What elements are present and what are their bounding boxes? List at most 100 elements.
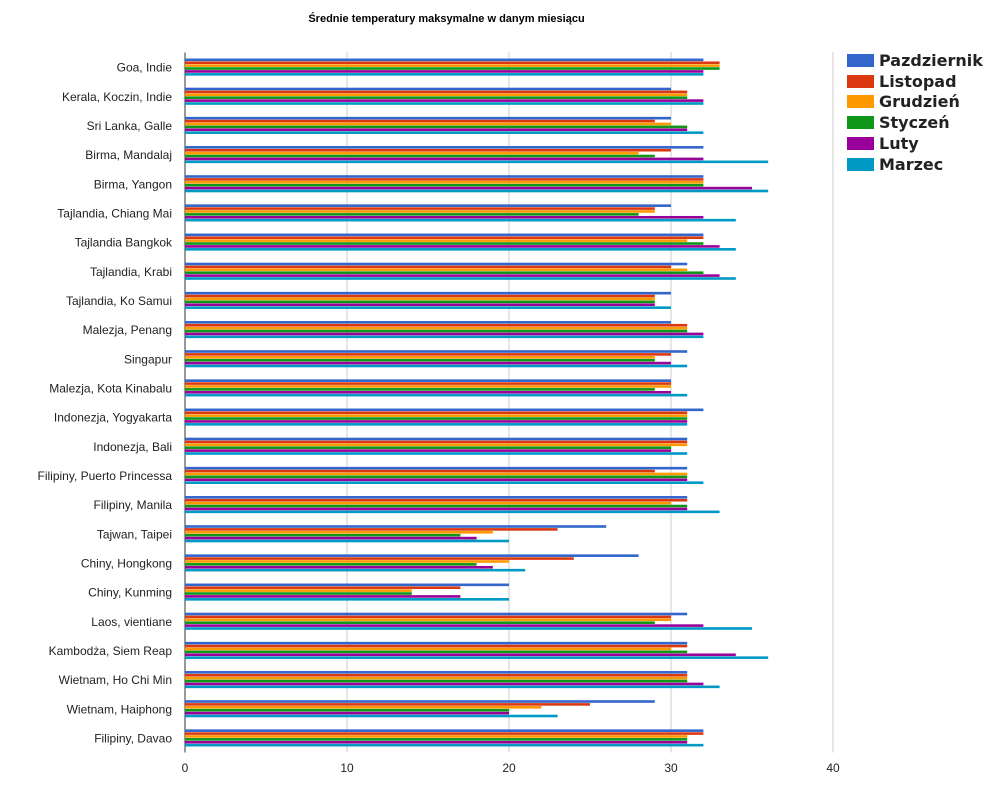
bar-listopad (185, 265, 671, 269)
bar-luty (185, 740, 688, 744)
bar-luty (185, 507, 688, 511)
category-label: Laos, vientiane (91, 615, 172, 629)
bar-pazdziernik (185, 116, 671, 120)
bar-styczeń (185, 96, 688, 99)
bar-marzec (185, 481, 704, 484)
bar-listopad (185, 703, 590, 706)
x-tick-label: 40 (826, 761, 840, 775)
bar-grudzień (185, 472, 688, 476)
bar-luty (185, 595, 461, 598)
bar-marzec (185, 160, 769, 164)
bar-listopad (185, 440, 688, 444)
bar-grudzień (185, 735, 688, 738)
category-label: Sri Lanka, Galle (87, 119, 173, 133)
bar-luty (185, 303, 655, 307)
bar-pazdziernik (185, 583, 509, 587)
bar-listopad (185, 557, 574, 560)
category-label: Birma, Yangon (94, 177, 172, 191)
legend-item: Grudzień (847, 92, 983, 113)
bar-pazdziernik (185, 87, 671, 91)
bar-pazdziernik (185, 58, 704, 62)
bar-styczeń (185, 242, 704, 245)
legend-swatch (847, 95, 874, 109)
bar-grudzień (185, 210, 655, 213)
bar-pazdziernik (185, 729, 704, 732)
bar-marzec (185, 306, 671, 309)
category-label: Chiny, Hongkong (81, 556, 172, 570)
bar-marzec (185, 539, 509, 543)
bar-listopad (185, 353, 671, 356)
bar-listopad (185, 61, 720, 65)
legend-item: Marzec (847, 154, 983, 175)
bar-marzec (185, 743, 704, 747)
bar-listopad (185, 90, 688, 94)
bar-pazdziernik (185, 437, 688, 441)
bar-marzec (185, 452, 688, 455)
category-label: Malezja, Penang (83, 323, 172, 337)
bar-listopad (185, 148, 671, 152)
chart-title: Średnie temperatury maksymalne w danym m… (308, 13, 585, 25)
bar-listopad (185, 586, 461, 590)
legend-label: Marzec (879, 154, 944, 174)
legend-swatch (847, 116, 874, 130)
category-label: Filipiny, Puerto Princessa (38, 469, 173, 483)
legend-item: Listopad (847, 71, 983, 92)
bar-styczeń (185, 679, 688, 683)
bar-listopad (185, 382, 671, 385)
bar-pazdziernik (185, 175, 704, 178)
category-label: Filipiny, Davao (94, 731, 172, 745)
category-label: Birma, Mandalaj (85, 148, 172, 162)
legend-label: Styczeń (879, 113, 950, 133)
bar-marzec (185, 510, 720, 514)
bar-listopad (185, 673, 688, 677)
bar-listopad (185, 178, 704, 181)
category-label: Tajlandia, Ko Samui (66, 294, 172, 308)
bar-grudzień (185, 589, 412, 592)
category-label: Malezja, Kota Kinabalu (49, 381, 172, 395)
category-label: Tajwan, Taipei (97, 527, 172, 541)
bar-luty (185, 274, 720, 277)
bar-pazdziernik (185, 700, 655, 703)
bar-styczeń (185, 563, 477, 566)
x-tick-label: 30 (664, 761, 678, 775)
category-label: Filipiny, Manila (94, 498, 173, 512)
legend-swatch (847, 137, 874, 151)
bar-luty (185, 186, 752, 190)
bar-styczeń (185, 388, 655, 391)
bar-grudzień (185, 268, 688, 272)
bar-pazdziernik (185, 496, 688, 499)
bar-grudzień (185, 706, 542, 709)
bar-marzec (185, 423, 688, 426)
bar-listopad (185, 236, 704, 240)
bar-styczeń (185, 125, 688, 129)
bar-grudzień (185, 297, 655, 301)
bar-listopad (185, 498, 688, 502)
bar-marzec (185, 131, 704, 134)
legend-label: Pazdziernik (879, 50, 983, 70)
bar-grudzień (185, 151, 639, 155)
bar-pazdziernik (185, 612, 688, 616)
category-label: Singapur (124, 352, 172, 366)
bar-grudzień (185, 385, 671, 388)
bar-marzec (185, 656, 769, 659)
bar-pazdziernik (185, 408, 704, 412)
bar-marzec (185, 393, 688, 397)
bar-styczeń (185, 738, 688, 741)
bar-marzec (185, 714, 558, 718)
bar-listopad (185, 732, 704, 735)
bar-pazdziernik (185, 525, 607, 528)
bar-luty (185, 711, 509, 715)
bar-styczeń (185, 329, 688, 333)
category-label: Tajlandia Bangkok (75, 236, 173, 250)
bar-grudzień (185, 647, 671, 651)
bar-grudzień (185, 676, 688, 680)
bar-listopad (185, 207, 655, 210)
bar-marzec (185, 73, 704, 76)
bar-styczeń (185, 533, 461, 537)
category-label: Wietnam, Ho Chi Min (59, 673, 172, 687)
bar-styczeń (185, 213, 639, 216)
bar-styczeń (185, 446, 671, 449)
bar-pazdziernik (185, 291, 671, 295)
bar-pazdziernik (185, 641, 688, 645)
bar-luty (185, 128, 688, 132)
